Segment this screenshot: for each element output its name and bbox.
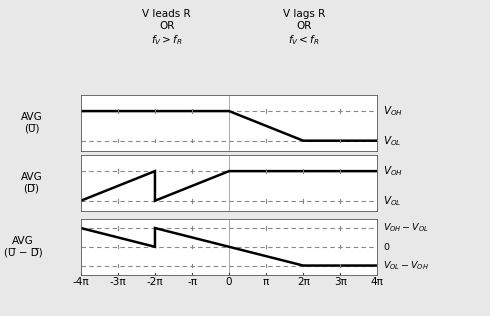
Text: π: π <box>263 277 270 287</box>
Text: V leads R
OR
$f_V > f_R$: V leads R OR $f_V > f_R$ <box>142 9 191 47</box>
Text: AVG
(U̅ − D̅): AVG (U̅ − D̅) <box>3 236 42 258</box>
Text: 0: 0 <box>226 277 232 287</box>
Text: 4π: 4π <box>371 277 384 287</box>
Text: $V_{OL}$: $V_{OL}$ <box>383 194 402 208</box>
Text: $V_{OL} - V_{OH}$: $V_{OL} - V_{OH}$ <box>383 259 429 272</box>
Text: AVG
(U̅): AVG (U̅) <box>21 112 42 134</box>
Text: -2π: -2π <box>147 277 163 287</box>
Text: $V_{OH}$: $V_{OH}$ <box>383 104 403 118</box>
Text: $0$: $0$ <box>383 241 391 252</box>
Text: -4π: -4π <box>73 277 89 287</box>
Text: 3π: 3π <box>334 277 347 287</box>
Text: -π: -π <box>187 277 197 287</box>
Text: 2π: 2π <box>297 277 310 287</box>
Text: V lags R
OR
$f_V < f_R$: V lags R OR $f_V < f_R$ <box>283 9 325 47</box>
Text: $V_{OL}$: $V_{OL}$ <box>383 134 402 148</box>
Text: $V_{OH}$: $V_{OH}$ <box>383 164 403 178</box>
Text: $V_{OH} - V_{OL}$: $V_{OH} - V_{OL}$ <box>383 222 429 234</box>
Text: AVG
(D̅): AVG (D̅) <box>21 172 42 194</box>
Text: -3π: -3π <box>110 277 126 287</box>
